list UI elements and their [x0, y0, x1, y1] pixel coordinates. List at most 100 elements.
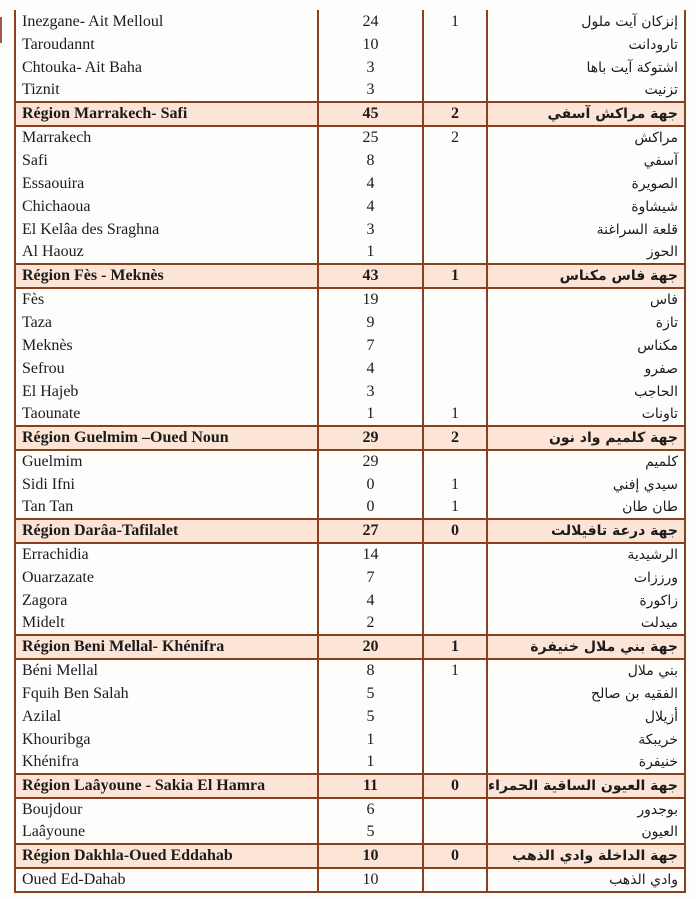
- name-fr-cell: Chichaoua: [14, 195, 319, 218]
- name-ar-cell: العيون: [486, 821, 686, 844]
- cases-count-cell: 5: [317, 821, 424, 844]
- name-ar-cell: جهة فاس مكناس: [486, 263, 686, 289]
- city-row: Safi 8 آسفي: [14, 149, 686, 172]
- deaths-count-cell: [422, 612, 488, 635]
- cases-count-cell: 11: [317, 773, 424, 799]
- name-fr-cell: Région Marrakech- Safi: [14, 101, 319, 127]
- cases-count-cell: 4: [317, 589, 424, 612]
- deaths-count-cell: [422, 589, 488, 612]
- name-fr-cell: Tan Tan: [14, 496, 319, 519]
- cases-count-cell: 10: [317, 843, 424, 869]
- name-ar-cell: تاونات: [486, 403, 686, 426]
- cases-count-cell: 10: [317, 868, 424, 893]
- cases-count-cell: 24: [317, 10, 424, 33]
- name-ar-cell: ميدلت: [486, 612, 686, 635]
- cases-count-cell: 3: [317, 380, 424, 403]
- city-row: Taroudannt 10 تارودانت: [14, 33, 686, 56]
- name-fr-cell: Taounate: [14, 403, 319, 426]
- city-row: Fès 19 فاس: [14, 288, 686, 311]
- city-row: Fquih Ben Salah 5 الفقيه بن صالح: [14, 682, 686, 705]
- name-ar-cell: وادي الذهب: [486, 868, 686, 893]
- deaths-count-cell: [422, 149, 488, 172]
- deaths-count-cell: [422, 543, 488, 566]
- cases-count-cell: 5: [317, 705, 424, 728]
- name-fr-cell: Région Fès - Meknès: [14, 263, 319, 289]
- city-row: Al Haouz 1 الحوز: [14, 241, 686, 264]
- deaths-count-cell: [422, 311, 488, 334]
- city-row: Midelt 2 ميدلت: [14, 612, 686, 635]
- name-ar-cell: تارودانت: [486, 33, 686, 56]
- name-ar-cell: الرشيدية: [486, 543, 686, 566]
- city-row: Sidi Ifni 0 1 سيدي إفني: [14, 473, 686, 496]
- name-ar-cell: سيدي إفني: [486, 473, 686, 496]
- name-fr-cell: Essaouira: [14, 172, 319, 195]
- table-body: Inezgane- Ait Melloul 24 1 إنزكان آيت ملول T…: [14, 10, 686, 893]
- name-fr-cell: Béni Mellal: [14, 659, 319, 682]
- city-row: Marrakech 25 2 مراكش: [14, 126, 686, 149]
- name-fr-cell: Guelmim: [14, 450, 319, 473]
- cases-count-cell: 0: [317, 473, 424, 496]
- name-fr-cell: Zagora: [14, 589, 319, 612]
- cases-count-cell: 1: [317, 751, 424, 774]
- name-ar-cell: آسفي: [486, 149, 686, 172]
- name-fr-cell: Ouarzazate: [14, 566, 319, 589]
- name-ar-cell: طان طان: [486, 496, 686, 519]
- name-ar-cell: تازة: [486, 311, 686, 334]
- name-ar-cell: الحوز: [486, 241, 686, 264]
- name-fr-cell: Boujdour: [14, 798, 319, 821]
- name-ar-cell: بوجدور: [486, 798, 686, 821]
- deaths-count-cell: 1: [422, 263, 488, 289]
- name-ar-cell: جهة كلميم واد نون: [486, 425, 686, 451]
- city-row: Essaouira 4 الصويرة: [14, 172, 686, 195]
- cases-count-cell: 1: [317, 728, 424, 751]
- city-row: Taounate 1 1 تاونات: [14, 403, 686, 426]
- name-fr-cell: Région Laâyoune - Sakia El Hamra: [14, 773, 319, 799]
- deaths-count-cell: [422, 357, 488, 380]
- deaths-count-cell: [422, 334, 488, 357]
- name-fr-cell: Région Beni Mellal- Khénifra: [14, 634, 319, 660]
- deaths-count-cell: [422, 380, 488, 403]
- name-ar-cell: جهة العيون الساقية الحمراء: [486, 773, 686, 799]
- deaths-count-cell: [422, 218, 488, 241]
- city-row: Inezgane- Ait Melloul 24 1 إنزكان آيت ملول: [14, 10, 686, 33]
- city-row: Laâyoune 5 العيون: [14, 821, 686, 844]
- name-fr-cell: Azilal: [14, 705, 319, 728]
- name-fr-cell: Khouribga: [14, 728, 319, 751]
- city-row: Azilal 5 أزيلال: [14, 705, 686, 728]
- cases-count-cell: 2: [317, 612, 424, 635]
- name-fr-cell: Laâyoune: [14, 821, 319, 844]
- deaths-count-cell: [422, 751, 488, 774]
- name-fr-cell: Sefrou: [14, 357, 319, 380]
- name-ar-cell: بني ملال: [486, 659, 686, 682]
- name-fr-cell: El Kelâa des Sraghna: [14, 218, 319, 241]
- deaths-count-cell: [422, 450, 488, 473]
- cases-count-cell: 0: [317, 496, 424, 519]
- name-fr-cell: Région Dakhla-Oued Eddahab: [14, 843, 319, 869]
- city-row: Béni Mellal 8 1 بني ملال: [14, 659, 686, 682]
- cases-count-cell: 3: [317, 218, 424, 241]
- deaths-count-cell: 1: [422, 634, 488, 660]
- cases-count-cell: 4: [317, 357, 424, 380]
- region-total-row: Région Marrakech- Safi 45 2 جهة مراكش آسفي: [14, 101, 686, 127]
- city-row: Chtouka- Ait Baha 3 اشتوكة آيت باها: [14, 56, 686, 79]
- name-fr-cell: Fès: [14, 288, 319, 311]
- name-ar-cell: الفقيه بن صالح: [486, 682, 686, 705]
- name-fr-cell: Al Haouz: [14, 241, 319, 264]
- city-row: Taza 9 تازة: [14, 311, 686, 334]
- cases-count-cell: 3: [317, 56, 424, 79]
- name-fr-cell: Marrakech: [14, 126, 319, 149]
- name-ar-cell: جهة الداخلة وادي الذهب: [486, 843, 686, 869]
- deaths-count-cell: 2: [422, 126, 488, 149]
- deaths-count-cell: [422, 33, 488, 56]
- deaths-count-cell: [422, 868, 488, 893]
- name-ar-cell: قلعة السراغنة: [486, 218, 686, 241]
- deaths-count-cell: 2: [422, 101, 488, 127]
- name-ar-cell: إنزكان آيت ملول: [486, 10, 686, 33]
- name-ar-cell: ورززات: [486, 566, 686, 589]
- regions-cases-table: Inezgane- Ait Melloul 24 1 إنزكان آيت ملول T…: [14, 10, 686, 893]
- city-row: Ouarzazate 7 ورززات: [14, 566, 686, 589]
- deaths-count-cell: 0: [422, 773, 488, 799]
- name-ar-cell: أزيلال: [486, 705, 686, 728]
- name-ar-cell: مكناس: [486, 334, 686, 357]
- name-ar-cell: جهة مراكش آسفي: [486, 101, 686, 127]
